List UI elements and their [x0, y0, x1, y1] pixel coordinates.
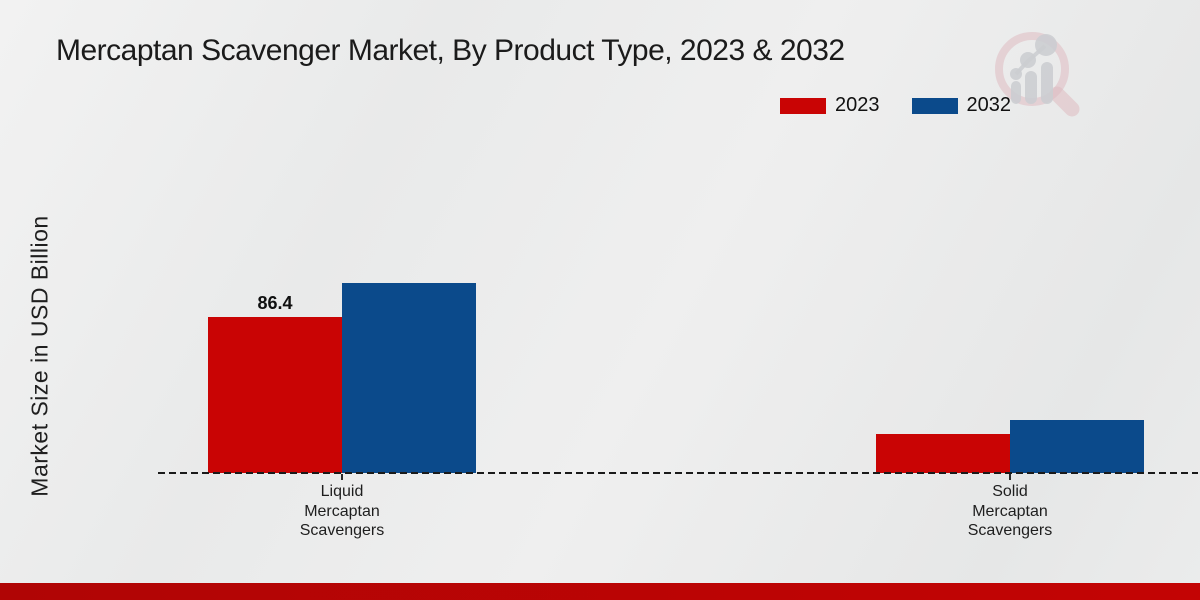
- legend-item-2032: 2032: [911, 94, 1012, 117]
- axis-tick-liquid: [341, 474, 343, 480]
- bar-solid-2032: [1010, 420, 1144, 473]
- legend-label-2032: 2032: [966, 94, 1012, 116]
- data-label-liquid-2023: 86.4: [257, 293, 293, 313]
- footer-accent-bar: [0, 583, 1200, 600]
- bar-liquid-2032: [342, 283, 476, 473]
- category-label-liquid: Liquid Mercaptan Scavengers: [232, 482, 452, 541]
- bar-solid-2023: [876, 434, 1010, 473]
- axis-tick-solid: [1009, 474, 1011, 480]
- legend-label-2023: 2023: [835, 94, 880, 116]
- bar-liquid-2023: [208, 317, 342, 473]
- category-line: Mercaptan: [972, 502, 1048, 520]
- chart-title: Mercaptan Scavenger Market, By Product T…: [56, 34, 845, 67]
- legend-item-2023: 2023: [780, 94, 880, 117]
- x-axis-dashed-baseline: [158, 472, 1198, 474]
- legend-swatch-2032: [911, 97, 958, 114]
- category-line: Solid: [992, 483, 1028, 500]
- category-line: Mercaptan: [304, 502, 380, 520]
- legend-swatch-2023: [780, 97, 826, 114]
- category-line: Scavengers: [967, 522, 1053, 539]
- legend: 2023 2032: [780, 94, 1011, 117]
- category-line: Liquid: [320, 483, 364, 500]
- category-label-solid: Solid Mercaptan Scavengers: [900, 482, 1120, 541]
- category-line: Scavengers: [299, 522, 385, 539]
- magnifier-barchart-logo-icon: [995, 32, 1080, 117]
- y-axis-label: Market Size in USD Billion: [26, 215, 53, 497]
